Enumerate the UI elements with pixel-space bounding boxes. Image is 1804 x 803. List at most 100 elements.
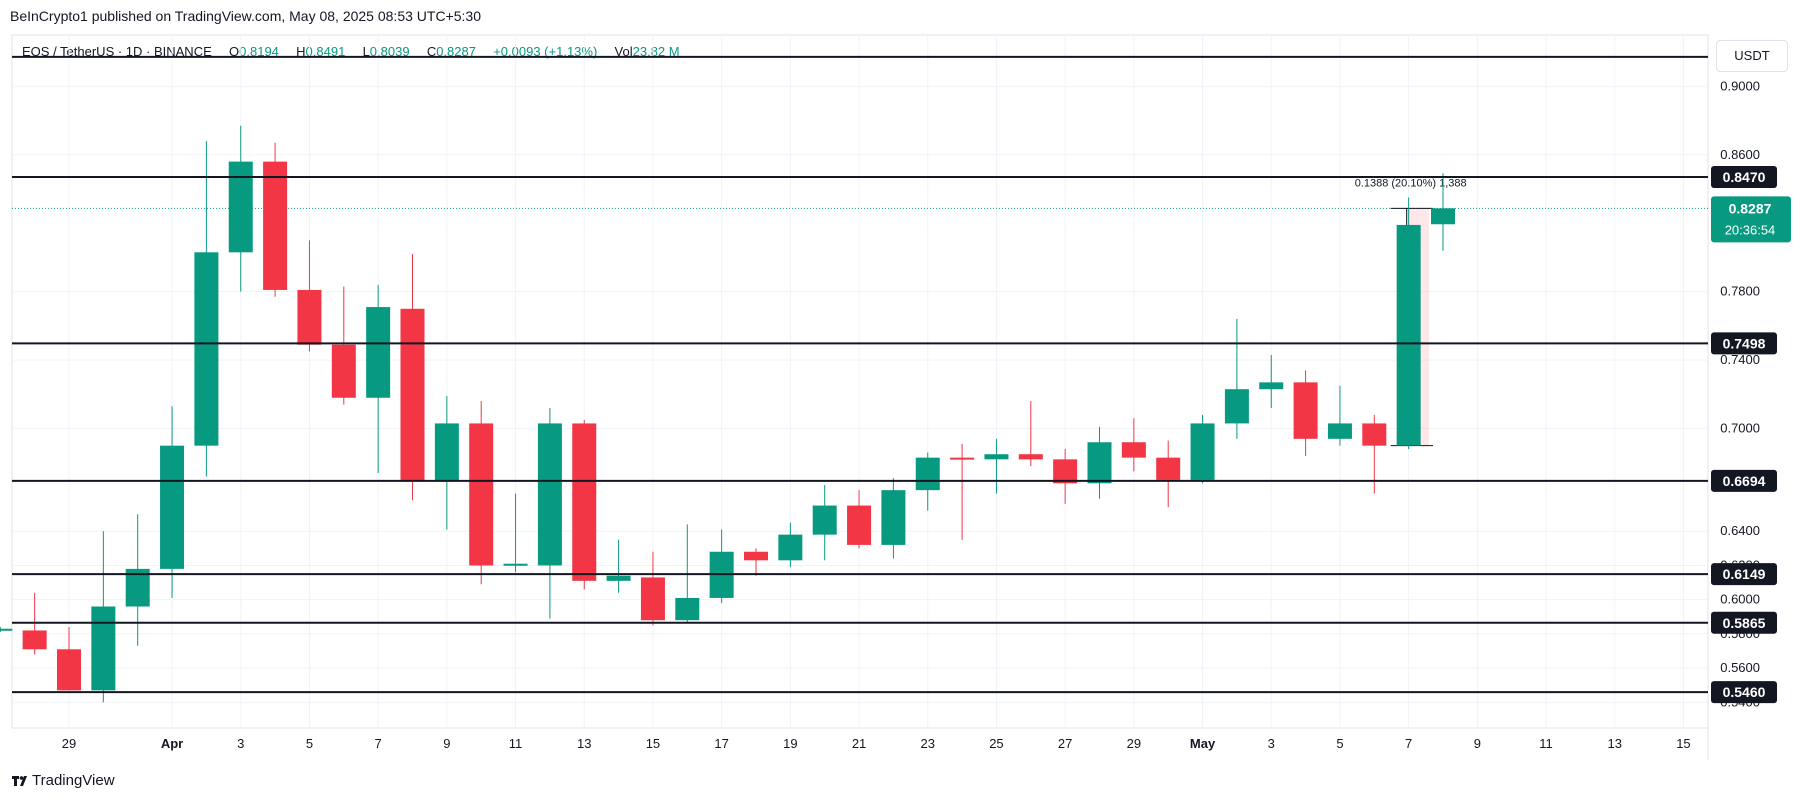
level-price-label: 0.7498 [1723, 335, 1766, 351]
y-tick-label: 0.7000 [1720, 421, 1760, 436]
level-price-tag [1711, 166, 1777, 189]
level-price-tag [1711, 563, 1777, 586]
candle-body [1087, 442, 1112, 484]
candle-body [1224, 389, 1249, 424]
last-price-tag [1711, 196, 1791, 243]
plot-frame [11, 34, 1709, 729]
x-tick-label: 5 [1336, 736, 1343, 751]
candle-body [503, 563, 528, 566]
candle-body [1156, 457, 1181, 480]
level-price-tag [1711, 469, 1777, 492]
candle-body [263, 161, 288, 290]
x-tick-label: 11 [1539, 736, 1553, 751]
x-tick-label: 15 [1676, 736, 1690, 751]
x-tick-label: 19 [783, 736, 797, 751]
level-price-label: 0.6149 [1723, 566, 1766, 582]
volume-label: Vol [614, 44, 633, 59]
close-label: C [426, 44, 437, 59]
candle-body [331, 344, 356, 398]
open-value: 0.8194 [239, 44, 279, 59]
high-value: 0.8491 [305, 44, 346, 59]
candle-body [915, 457, 940, 491]
tradingview-logo-icon [12, 775, 27, 786]
candle-body [297, 289, 322, 345]
change-value: +0.0093 (+1.13%) [493, 44, 598, 59]
candle-body [744, 551, 768, 561]
bar-countdown-label: 20:36:54 [1725, 222, 1776, 237]
candle-body [1327, 423, 1352, 439]
candle-body [194, 252, 219, 446]
level-price-label: 0.5460 [1723, 684, 1766, 700]
y-tick-label: 0.5600 [1720, 660, 1760, 675]
level-price-label: 0.8470 [1723, 169, 1766, 185]
candle-body [160, 445, 185, 569]
candle-body [675, 597, 700, 621]
x-tick-label: 13 [1608, 736, 1622, 751]
candle-body [1293, 382, 1318, 439]
candle-body [1121, 442, 1146, 458]
low-value: 0.8039 [369, 44, 410, 59]
candle-body [469, 423, 494, 566]
high-label: H [296, 44, 306, 59]
candle-body [778, 534, 803, 561]
volume-value: 23.82 M [632, 44, 680, 59]
candle-body [1259, 382, 1284, 390]
x-tick-label: 9 [443, 736, 450, 751]
level-price-label: 0.6694 [1723, 473, 1766, 489]
level-price-tag [1711, 332, 1777, 355]
x-tick-label: 25 [989, 736, 1003, 751]
candle-body [22, 630, 47, 650]
last-price-label: 0.8287 [1729, 200, 1772, 216]
level-price-tag [1711, 611, 1777, 634]
y-tick-label: 0.6400 [1720, 523, 1760, 538]
candle-body [1431, 208, 1455, 225]
x-tick-label: 27 [1058, 736, 1072, 751]
candle-body [1190, 423, 1215, 480]
measure-range-label: 0.1388 (20.10%) 1,388 [1355, 177, 1467, 189]
x-tick-label: May [1190, 736, 1216, 751]
candle-body [881, 490, 906, 545]
candle-body [847, 505, 872, 545]
x-tick-label: 29 [62, 736, 76, 751]
x-tick-label: 7 [375, 736, 382, 751]
y-tick-label: 0.7800 [1720, 284, 1760, 299]
footer-brand: TradingView [12, 772, 115, 789]
y-tick-label: 0.9000 [1720, 78, 1760, 93]
candle-body [950, 457, 975, 460]
publisher-info: BeInCrypto1 published on TradingView.com… [10, 8, 481, 24]
level-price-tag [1711, 681, 1777, 704]
candle-body [57, 649, 81, 691]
x-tick-label: Apr [161, 736, 183, 751]
x-tick-label: 9 [1474, 736, 1481, 751]
candle-body [640, 577, 665, 621]
x-tick-label: 5 [306, 736, 313, 751]
candle-body [537, 423, 562, 566]
x-tick-label: 17 [714, 736, 728, 751]
candle-body [400, 308, 425, 482]
x-tick-label: 15 [646, 736, 660, 751]
candle-body [572, 423, 597, 581]
x-tick-label: 29 [1127, 736, 1141, 751]
candle-body [1018, 454, 1043, 460]
x-tick-label: 3 [237, 736, 244, 751]
x-tick-label: 7 [1405, 736, 1412, 751]
x-tick-label: 13 [577, 736, 591, 751]
currency-button[interactable]: USDT [1716, 40, 1788, 72]
candle-body [1362, 423, 1387, 446]
candle-body [984, 454, 1009, 460]
candle-body [366, 307, 391, 398]
candle-body [0, 628, 13, 631]
candle-body [812, 505, 837, 535]
price-chart[interactable]: 29 Apr 3 5 7 9 11 13 15 17 19 21 23 25 27 29 May 3 5 7 9 11 13… [0, 0, 1804, 760]
x-tick-label: 3 [1268, 736, 1275, 751]
y-tick-label: 0.6000 [1720, 592, 1760, 607]
candle-body [91, 606, 116, 691]
x-tick-label: 21 [852, 736, 866, 751]
level-price-label: 0.5865 [1723, 615, 1766, 631]
y-tick-label: 0.7400 [1720, 352, 1760, 367]
open-label: O [229, 44, 240, 59]
candle-body [606, 575, 631, 581]
candle-body [1396, 224, 1421, 446]
low-label: L [362, 44, 370, 59]
footer-brand-label: TradingView [32, 772, 115, 789]
